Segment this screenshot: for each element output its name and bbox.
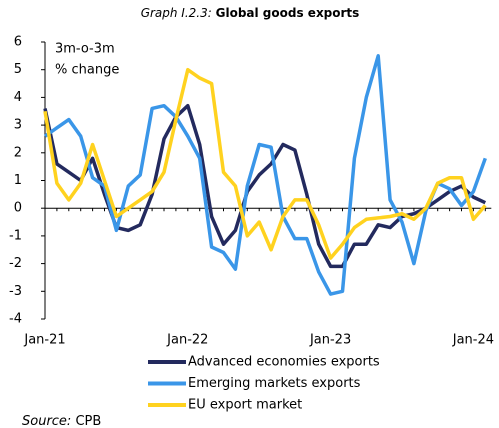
chart-title: Global goods exports [216,6,360,20]
y-tick-label: -4 [9,312,22,327]
y-tick-label: 5 [14,62,22,77]
y-tick-label: -1 [9,228,22,243]
y-tick-label: 3 [14,118,22,133]
source-prefix: Source: [22,414,71,428]
x-tick-label: Jan-23 [309,333,351,348]
y-tick-label: -2 [9,256,22,271]
x-tick-label: Jan-24 [452,333,494,348]
x-tick-label: Jan-22 [166,333,208,348]
chart-title-line: Graph I.2.3: Global goods exports [141,6,360,20]
x-tick-label: Jan-21 [23,333,65,348]
y-tick-label: 4 [14,90,22,105]
y-tick-label: 1 [14,173,22,188]
y-tick-label: 0 [14,201,22,216]
title-prefix: Graph I.2.3: [141,6,212,20]
series-line [43,54,487,296]
y-tick-label: 2 [14,145,22,160]
legend-label: EU export market [188,398,302,413]
y-axis-label: % change [55,63,119,78]
legend-label: Advanced economies exports [188,355,380,370]
series-line [43,67,487,260]
y-axis-label: 3m-o-3m [55,42,115,57]
source-line: Source: CPB [22,414,101,428]
y-tick-label: -3 [9,284,22,299]
source: CPB [75,414,101,428]
y-tick-label: 6 [14,35,22,50]
legend-label: Emerging markets exports [188,376,361,391]
